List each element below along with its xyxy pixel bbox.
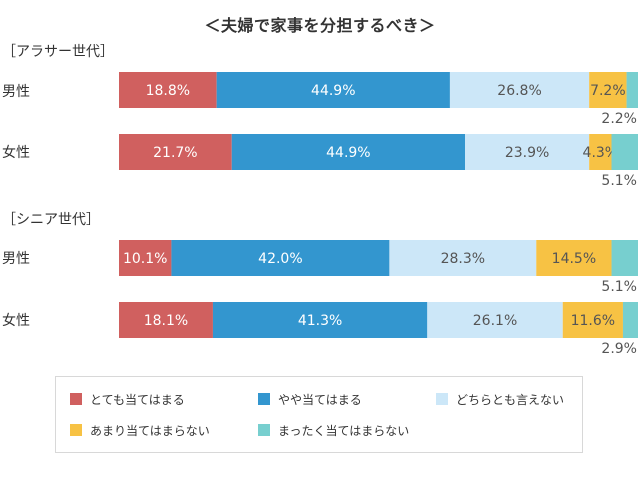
bar-segment (611, 134, 638, 170)
bar-segment (589, 134, 612, 170)
row-label-arasa-female: 女性 (2, 145, 30, 161)
bar-segment (216, 72, 450, 108)
legend-label: やや当てはまる (278, 393, 362, 407)
data-label: 2.2% (601, 111, 637, 127)
legend-label: どちらとも言えない (456, 393, 565, 407)
group-label-arasa: ［アラサー世代］ (2, 44, 114, 60)
legend-swatch (70, 424, 82, 436)
data-label: 21.7% (153, 145, 197, 161)
legend-item: あまり当てはまらない (70, 423, 210, 439)
bar-segment (119, 134, 232, 170)
bar-segment (536, 240, 612, 276)
bar-segment (562, 302, 623, 338)
data-label: 23.9% (505, 145, 549, 161)
bar-segment (212, 302, 428, 338)
data-label: 26.1% (473, 313, 517, 329)
data-label: 5.1% (601, 279, 637, 295)
bar-segment (231, 134, 465, 170)
data-label: 18.8% (146, 83, 190, 99)
data-label: 5.1% (601, 173, 637, 189)
bar-segment (449, 72, 590, 108)
bar-segment (622, 302, 638, 338)
bar-segment (389, 240, 537, 276)
group-label-senior: ［シニア世代］ (2, 212, 100, 228)
legend-item: どちらとも言えない (436, 392, 564, 408)
row-label-senior-female: 女性 (2, 313, 30, 329)
data-label: 11.6% (571, 313, 615, 329)
legend-item: まったく当てはまらない (258, 423, 409, 439)
data-label: 44.9% (311, 83, 355, 99)
data-label: 2.9% (601, 341, 637, 357)
data-label: 18.1% (144, 313, 188, 329)
legend-swatch (258, 393, 270, 405)
chart-title: ＜夫婦で家事を分担するべき＞ (204, 16, 436, 35)
bar-segment (626, 72, 638, 108)
data-label: 44.9% (326, 145, 370, 161)
bar-segment (465, 134, 590, 170)
bar-segment (427, 302, 563, 338)
bar-segment (119, 302, 213, 338)
data-label: 28.3% (441, 251, 485, 267)
legend-label: あまり当てはまらない (90, 424, 210, 438)
legend-swatch (436, 393, 448, 405)
legend-swatch (70, 393, 82, 405)
legend-item: とても当てはまる (70, 392, 185, 408)
legend: とても当てはまる やや当てはまる どちらとも言えない あまり当てはまらない まっ… (55, 376, 583, 453)
row-label-senior-male: 男性 (2, 251, 30, 267)
data-label: 10.1% (123, 251, 167, 267)
data-label: 14.5% (552, 251, 596, 267)
data-label: 26.8% (497, 83, 541, 99)
legend-item: やや当てはまる (258, 392, 362, 408)
data-label: 41.3% (298, 313, 342, 329)
bar-segment (171, 240, 390, 276)
data-label: 7.2% (590, 83, 626, 99)
legend-swatch (258, 424, 270, 436)
bar-segment (119, 72, 217, 108)
legend-label: まったく当てはまらない (278, 424, 410, 438)
stacked-bar-chart: 18.8% 44.9% 26.8% 7.2% 2.2% 21.7% 44.9% 23.9% 4.… (119, 72, 638, 357)
bar-segment (589, 72, 627, 108)
bar-segment (119, 240, 172, 276)
row-label-arasa-male: 男性 (2, 84, 30, 100)
legend-label: とても当てはまる (90, 393, 185, 407)
data-label: 42.0% (258, 251, 302, 267)
bar-segment (611, 240, 638, 276)
data-label: 4.3% (583, 145, 619, 161)
